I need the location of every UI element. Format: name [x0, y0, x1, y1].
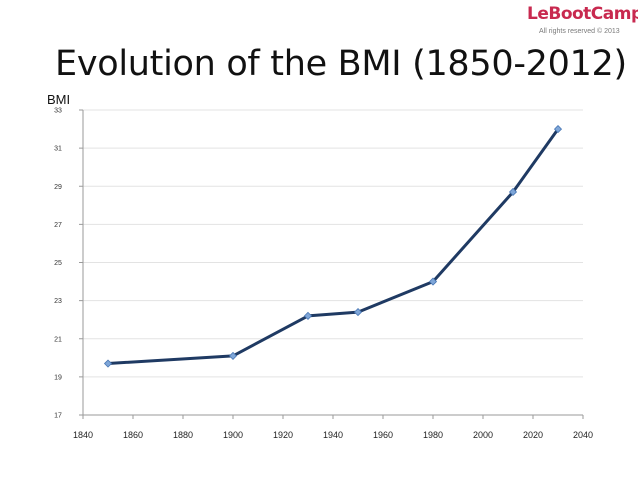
- y-tick-labels: 17 19 21 23 25 27 29 31 33: [54, 108, 62, 420]
- copyright-notice: All rights reserved © 2013: [539, 28, 620, 35]
- x-tick-label-1960: 1960: [373, 430, 393, 440]
- chart-series: [103, 124, 563, 368]
- x-tick-label-1980: 1980: [423, 430, 443, 440]
- brand-logo-text: LeBootCamp: [527, 4, 638, 24]
- x-tick-label-1840: 1840: [73, 430, 93, 440]
- y-tick-label-27: 27: [54, 222, 62, 229]
- x-tick-label-1900: 1900: [223, 430, 243, 440]
- y-tick-label-29: 29: [54, 184, 62, 191]
- data-point-1980: [428, 277, 438, 286]
- y-tick-label-19: 19: [54, 374, 62, 381]
- chart-gridlines: [83, 109, 583, 378]
- x-tick-label-1880: 1880: [173, 430, 193, 440]
- page-title: Evolution of the BMI (1850-2012): [55, 44, 627, 84]
- series-line-0: [107, 128, 560, 365]
- x-tick-label-2000: 2000: [473, 430, 493, 440]
- y-tick-label-23: 23: [54, 298, 62, 305]
- data-point-2030: [553, 124, 563, 134]
- data-point-1950: [353, 307, 363, 317]
- data-point-2012: [508, 187, 518, 197]
- data-point-1930: [303, 311, 313, 320]
- x-tick-label-2020: 2020: [523, 430, 543, 440]
- y-tick-label-33: 33: [54, 108, 62, 115]
- data-point-1850: [103, 359, 113, 368]
- chart-axes: [79, 109, 584, 419]
- data-point-1900: [228, 351, 238, 360]
- y-tick-label-21: 21: [54, 336, 62, 343]
- x-tick-labels: 1840 1860 1880 1900 1920 1940 1960 1980 2000 2020…: [73, 430, 593, 440]
- y-tick-label-25: 25: [54, 260, 62, 267]
- x-tick-label-1860: 1860: [123, 430, 143, 440]
- y-tick-label-31: 31: [54, 146, 62, 153]
- y-tick-label-17: 17: [54, 413, 62, 420]
- x-tick-label-1920: 1920: [273, 430, 293, 440]
- brand-logo: LeBootCamp All rights reserved © 2013: [527, 4, 638, 44]
- y-axis-label: BMI: [47, 92, 71, 107]
- x-tick-label-2040: 2040: [573, 430, 593, 440]
- x-tick-label-1940: 1940: [323, 430, 343, 440]
